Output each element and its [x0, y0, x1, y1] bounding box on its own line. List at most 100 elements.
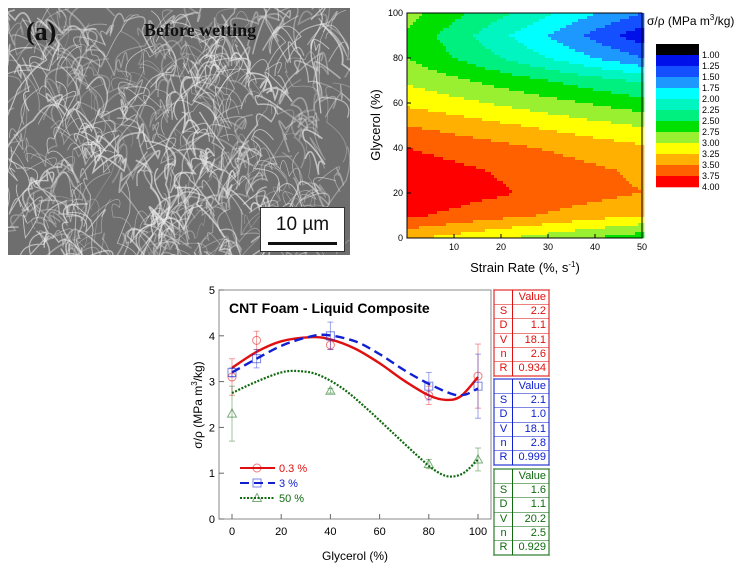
contour-cell — [533, 211, 537, 215]
contour-cell — [527, 25, 531, 29]
contour-cell — [512, 148, 516, 152]
contour-cell — [563, 133, 567, 137]
contour-cell — [446, 208, 450, 212]
contour-cell — [515, 34, 519, 38]
contour-cell — [509, 229, 513, 233]
contour-cell — [413, 154, 417, 158]
contour-cell — [464, 67, 468, 71]
contour-cell — [410, 229, 414, 233]
contour-cell — [479, 100, 483, 104]
contour-cell — [416, 145, 420, 149]
contour-cell — [524, 136, 528, 140]
contour-cell — [521, 37, 525, 41]
contour-cell — [545, 217, 549, 221]
contour-cell — [485, 166, 489, 170]
contour-cell — [503, 226, 507, 230]
contour-cell — [482, 136, 486, 140]
contour-cell — [458, 220, 462, 224]
contour-cell — [512, 22, 516, 26]
contour-cell — [560, 49, 564, 53]
contour-cell — [416, 139, 420, 143]
contour-cell — [554, 226, 558, 230]
contour-cell — [431, 70, 435, 74]
contour-cell — [521, 151, 525, 155]
contour-cell — [410, 79, 414, 83]
contour-cell — [494, 142, 498, 146]
contour-cell — [527, 127, 531, 131]
contour-cell — [500, 232, 504, 236]
contour-cell — [578, 172, 582, 176]
contour-cell — [509, 52, 513, 56]
contour-cell — [566, 100, 570, 104]
contour-cell — [422, 34, 426, 38]
contour-cell — [491, 208, 495, 212]
contour-cell — [512, 187, 516, 191]
contour-cell — [479, 211, 483, 215]
contour-cell — [443, 145, 447, 149]
contour-cell — [506, 232, 510, 236]
contour-cell — [539, 229, 543, 233]
contour-cell — [593, 61, 597, 65]
contour-cell — [440, 85, 444, 89]
contour-cell — [506, 211, 510, 215]
contour-cell — [497, 154, 501, 158]
contour-cell — [407, 34, 411, 38]
contour-cell — [512, 139, 516, 143]
contour-cell — [566, 94, 570, 98]
contour-cell — [545, 103, 549, 107]
contour-cell — [461, 40, 465, 44]
contour-cell — [500, 43, 504, 47]
contour-cell — [446, 229, 450, 233]
contour-cell — [482, 55, 486, 59]
contour-cell — [443, 190, 447, 194]
contour-cell — [443, 175, 447, 179]
contour-cell — [491, 118, 495, 122]
contour-cell — [440, 124, 444, 128]
contour-cell — [473, 85, 477, 89]
contour-cell — [422, 55, 426, 59]
contour-cell — [551, 112, 555, 116]
contour-cell — [509, 157, 513, 161]
contour-cell — [464, 127, 468, 131]
contour-cell — [485, 142, 489, 146]
contour-cell — [542, 127, 546, 131]
contour-cell — [485, 193, 489, 197]
contour-cell — [569, 73, 573, 77]
contour-cell — [569, 148, 573, 152]
contour-cell — [578, 22, 582, 26]
contour-cell — [584, 163, 588, 167]
contour-cell — [464, 175, 468, 179]
contour-cell — [416, 157, 420, 161]
contour-cell — [512, 181, 516, 185]
contour-cell — [554, 190, 558, 194]
contour-cell — [467, 133, 471, 137]
contour-cell — [497, 61, 501, 65]
contour-cell — [527, 217, 531, 221]
contour-cell — [416, 13, 420, 17]
contour-cell — [443, 160, 447, 164]
contour-cell — [575, 61, 579, 65]
nanotube-fiber — [34, 18, 97, 47]
contour-cell — [527, 223, 531, 227]
contour-cell — [500, 82, 504, 86]
contour-cell — [593, 136, 597, 140]
contour-cell — [593, 73, 597, 77]
contour-cell — [503, 88, 507, 92]
contour-cell — [494, 121, 498, 125]
contour-cell — [497, 190, 501, 194]
contour-cell — [512, 25, 516, 29]
contour-cell — [563, 136, 567, 140]
contour-cell — [554, 235, 558, 239]
contour-cell — [515, 133, 519, 137]
contour-cell — [494, 145, 498, 149]
nanotube-fiber — [302, 129, 326, 175]
contour-cell — [521, 208, 525, 212]
contour-cell — [485, 31, 489, 35]
contour-cell — [407, 16, 411, 20]
contour-cell — [581, 121, 585, 125]
contour-cell — [554, 94, 558, 98]
contour-cell — [497, 76, 501, 80]
contour-cell — [476, 22, 480, 26]
contour-cell — [419, 235, 423, 239]
contour-cell — [488, 13, 492, 17]
